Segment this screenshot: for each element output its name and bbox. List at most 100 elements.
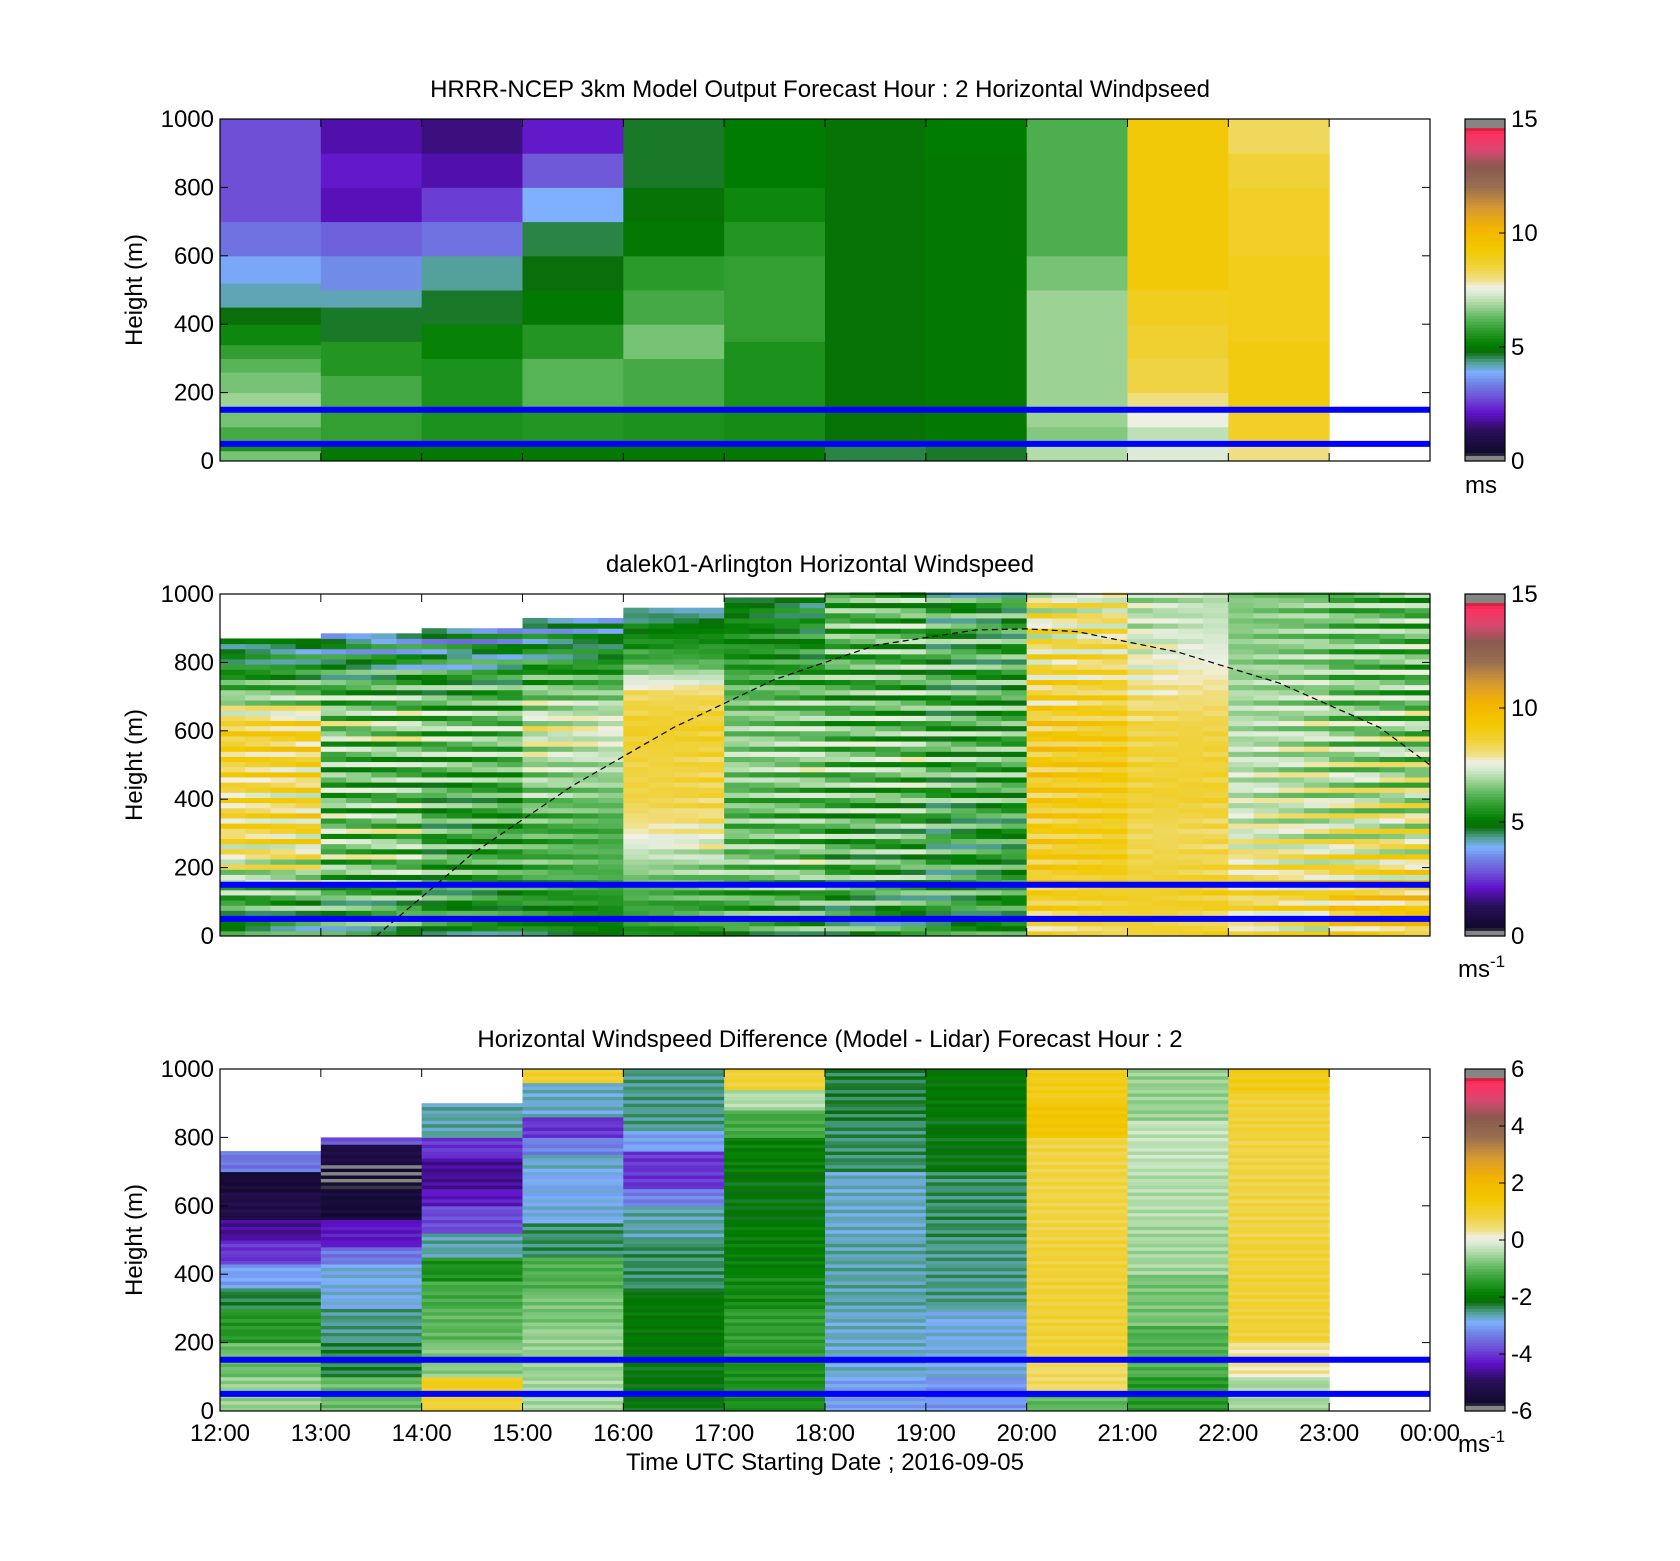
heatmap-cell — [623, 664, 650, 670]
heatmap-cell — [320, 648, 347, 655]
heatmap-cell — [547, 617, 574, 624]
heatmap-cell — [648, 787, 675, 793]
heatmap-cell — [1102, 623, 1128, 629]
heatmap-cell — [698, 925, 725, 932]
heatmap-cell — [1127, 623, 1154, 629]
heatmap-cell — [698, 617, 725, 624]
heatmap-cell — [1379, 930, 1406, 937]
heatmap-cell — [346, 843, 372, 850]
heatmap-cell — [1152, 633, 1179, 639]
heatmap-cell — [547, 843, 574, 850]
colorbar-segment — [1465, 896, 1505, 900]
heatmap-cell — [472, 818, 498, 824]
heatmap-cell — [346, 664, 372, 670]
heatmap-cell — [623, 889, 650, 896]
heatmap-cell — [925, 684, 952, 691]
heatmap-cell — [1102, 869, 1128, 875]
heatmap-cell — [724, 925, 750, 932]
heatmap-cell — [850, 823, 876, 829]
heatmap-cell — [673, 874, 700, 881]
heatmap-cell — [1253, 930, 1280, 937]
heatmap-cell — [320, 1281, 423, 1285]
heatmap-cell — [900, 848, 927, 855]
heatmap-cell — [1228, 638, 1255, 645]
heatmap-cell — [799, 689, 826, 696]
heatmap-cell — [724, 864, 750, 870]
heatmap-cell — [295, 700, 322, 706]
heatmap-cell — [572, 828, 599, 834]
heatmap-cell — [774, 694, 801, 701]
heatmap-cell — [346, 751, 372, 757]
colorbar-segment — [1465, 802, 1505, 806]
heatmap-cell — [850, 705, 876, 711]
heatmap-cell — [1203, 617, 1229, 624]
heatmap-cell — [1077, 705, 1103, 711]
heatmap-cell — [1203, 720, 1229, 727]
heatmap-cell — [446, 802, 473, 809]
heatmap-cell — [1228, 730, 1255, 737]
colorbar-segment — [1465, 352, 1505, 357]
heatmap-cell — [522, 1096, 624, 1101]
heatmap-cell — [698, 664, 725, 670]
heatmap-cell — [951, 679, 977, 686]
heatmap-cell — [522, 843, 549, 850]
heatmap-cell — [623, 705, 650, 711]
heatmap-cell — [774, 623, 801, 629]
heatmap-cell — [825, 1072, 927, 1077]
heatmap-cell — [648, 889, 675, 896]
heatmap-cell — [446, 894, 473, 901]
lidar-colorbar-unit-main: ms — [1458, 956, 1490, 983]
heatmap-cell — [320, 658, 347, 665]
heatmap-cell — [295, 669, 322, 675]
colorbar-segment — [1465, 1202, 1505, 1207]
heatmap-cell — [1127, 751, 1154, 757]
heatmap-cell — [648, 653, 675, 660]
heatmap-cell — [1152, 638, 1179, 645]
heatmap-cell — [1228, 633, 1255, 639]
heatmap-cell — [825, 623, 851, 629]
heatmap-cell — [850, 658, 876, 665]
heatmap-cell — [774, 889, 801, 896]
heatmap-cell — [1026, 1373, 1128, 1378]
heatmap-cell — [1228, 1099, 1330, 1104]
heatmap-cell — [951, 766, 977, 773]
heatmap-cell — [220, 694, 246, 701]
heatmap-cell — [446, 776, 473, 783]
heatmap-cell — [623, 766, 650, 773]
heatmap-cell — [648, 812, 675, 819]
heatmap-cell — [774, 658, 801, 665]
heatmap-cell — [875, 602, 902, 609]
heatmap-cell — [1001, 735, 1028, 742]
heatmap-cell — [850, 674, 876, 680]
colorbar-segment — [1465, 133, 1505, 137]
heatmap-cell — [522, 1342, 624, 1347]
heatmap-cell — [1152, 597, 1179, 604]
heatmap-cell — [1102, 705, 1128, 711]
colorbar-segment — [1465, 1114, 1505, 1119]
heatmap-cell — [421, 1175, 523, 1179]
heatmap-cell — [1077, 920, 1103, 927]
heatmap-cell — [320, 1328, 423, 1333]
heatmap-cell — [825, 807, 851, 814]
colorbar-segment — [1465, 247, 1505, 251]
heatmap-cell — [1303, 776, 1330, 783]
heatmap-cell — [320, 1339, 423, 1344]
colorbar-segment — [1465, 395, 1505, 399]
heatmap-cell — [925, 787, 952, 793]
heatmap-cell — [220, 756, 246, 763]
heatmap-cell — [421, 1277, 523, 1282]
heatmap-cell — [925, 1140, 1028, 1145]
heatmap-cell — [925, 894, 952, 901]
heatmap-cell — [1026, 648, 1053, 655]
heatmap-cell — [1026, 1113, 1128, 1118]
heatmap-cell — [421, 1123, 523, 1128]
heatmap-cell — [598, 802, 624, 809]
heatmap-cell — [245, 679, 271, 686]
colorbar-segment — [1465, 898, 1505, 903]
heatmap-cell — [497, 633, 523, 639]
heatmap-cell — [774, 848, 801, 855]
heatmap-cell — [220, 792, 246, 798]
heatmap-cell — [774, 807, 801, 814]
heatmap-cell — [1051, 792, 1078, 798]
heatmap-cell — [270, 720, 297, 727]
